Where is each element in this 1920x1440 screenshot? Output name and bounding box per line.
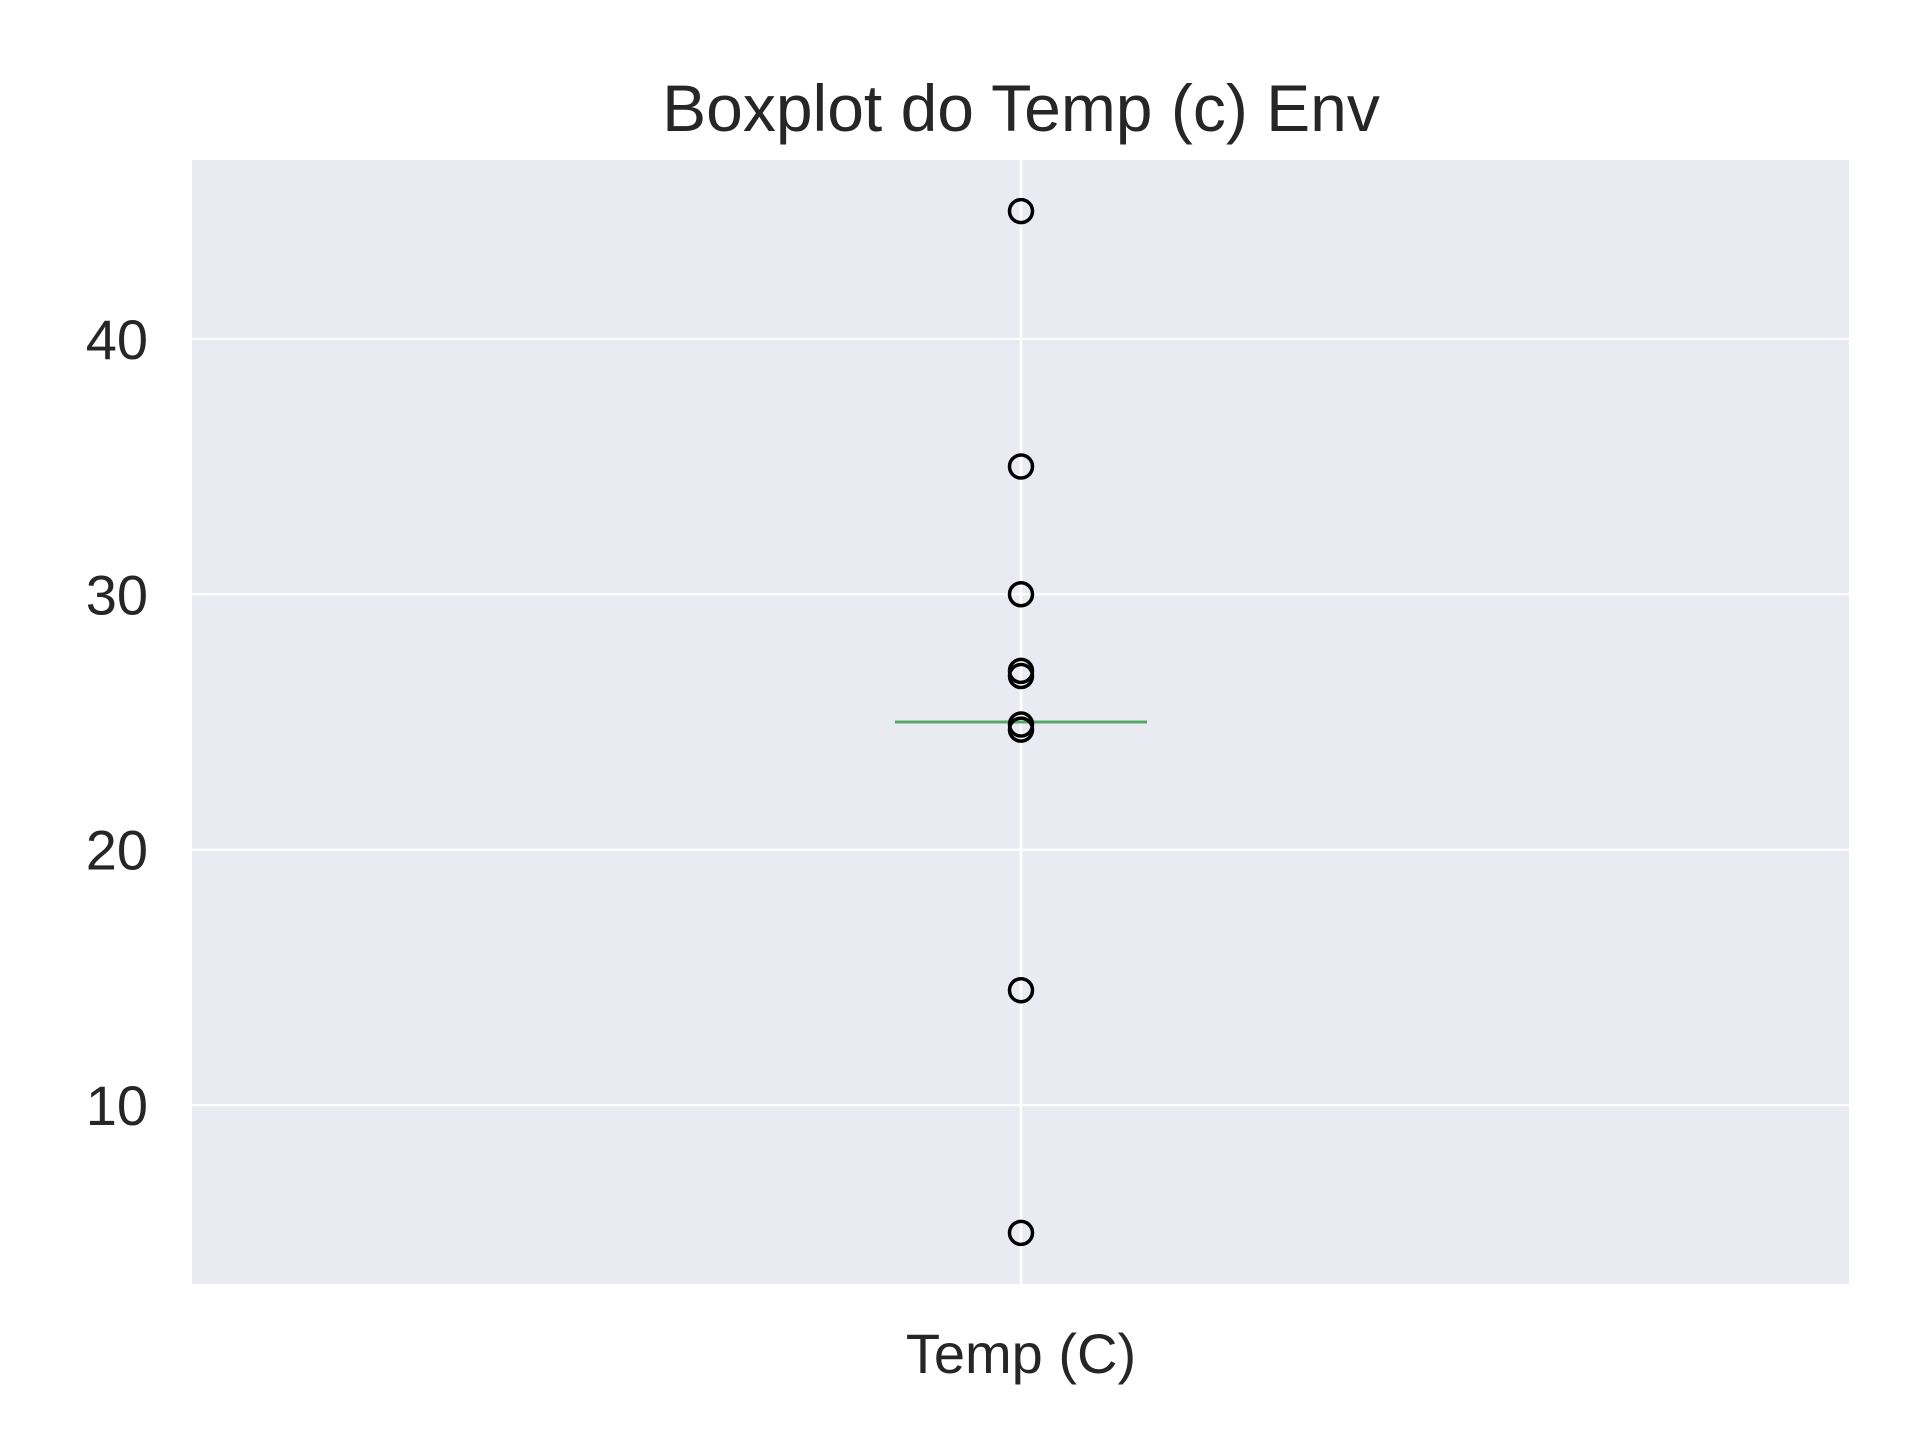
y-tick-label: 40 (86, 308, 148, 371)
outlier-point (1007, 197, 1035, 225)
x-tick-label: Temp (C) (906, 1322, 1136, 1385)
outlier-point (1007, 1219, 1035, 1247)
y-tick-label: 30 (86, 563, 148, 626)
box-layer (895, 720, 1147, 724)
outlier-layer (1007, 197, 1035, 1247)
outlier-point (1007, 662, 1035, 690)
outlier-point (1007, 581, 1035, 608)
y-tick-labels: 10 20 30 40 (86, 308, 148, 1137)
outlier-point (1007, 453, 1035, 480)
outlier-point (1007, 976, 1035, 1004)
x-tick-labels: Temp (C) (906, 1322, 1136, 1385)
y-tick-label: 20 (86, 819, 148, 882)
grid-layer (192, 160, 1849, 1284)
chart-title: Boxplot do Temp (c) Env (662, 71, 1380, 145)
y-tick-label: 10 (86, 1074, 148, 1137)
outlier-point (1007, 716, 1035, 743)
